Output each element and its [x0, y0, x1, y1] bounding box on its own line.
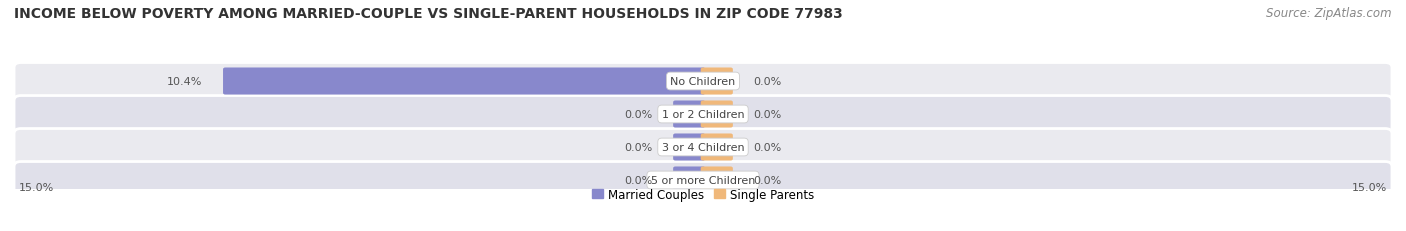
FancyBboxPatch shape	[14, 96, 1392, 133]
FancyBboxPatch shape	[700, 68, 733, 95]
FancyBboxPatch shape	[14, 162, 1392, 199]
FancyBboxPatch shape	[224, 68, 706, 95]
Text: 0.0%: 0.0%	[754, 175, 782, 185]
Text: 10.4%: 10.4%	[167, 77, 202, 87]
Text: 1 or 2 Children: 1 or 2 Children	[662, 109, 744, 119]
FancyBboxPatch shape	[673, 134, 706, 161]
Text: 5 or more Children: 5 or more Children	[651, 175, 755, 185]
Text: 0.0%: 0.0%	[624, 175, 652, 185]
FancyBboxPatch shape	[700, 167, 733, 194]
Text: 0.0%: 0.0%	[754, 109, 782, 119]
Text: 15.0%: 15.0%	[1353, 182, 1388, 192]
Text: INCOME BELOW POVERTY AMONG MARRIED-COUPLE VS SINGLE-PARENT HOUSEHOLDS IN ZIP COD: INCOME BELOW POVERTY AMONG MARRIED-COUPL…	[14, 7, 842, 21]
Legend: Married Couples, Single Parents: Married Couples, Single Parents	[586, 183, 820, 206]
Text: 0.0%: 0.0%	[754, 77, 782, 87]
Text: 0.0%: 0.0%	[754, 142, 782, 152]
FancyBboxPatch shape	[700, 134, 733, 161]
FancyBboxPatch shape	[700, 101, 733, 128]
Text: 0.0%: 0.0%	[624, 109, 652, 119]
Text: No Children: No Children	[671, 77, 735, 87]
FancyBboxPatch shape	[673, 101, 706, 128]
FancyBboxPatch shape	[14, 129, 1392, 166]
Text: 0.0%: 0.0%	[624, 142, 652, 152]
Text: 3 or 4 Children: 3 or 4 Children	[662, 142, 744, 152]
FancyBboxPatch shape	[673, 167, 706, 194]
Text: Source: ZipAtlas.com: Source: ZipAtlas.com	[1267, 7, 1392, 20]
Text: 15.0%: 15.0%	[18, 182, 53, 192]
FancyBboxPatch shape	[14, 63, 1392, 100]
